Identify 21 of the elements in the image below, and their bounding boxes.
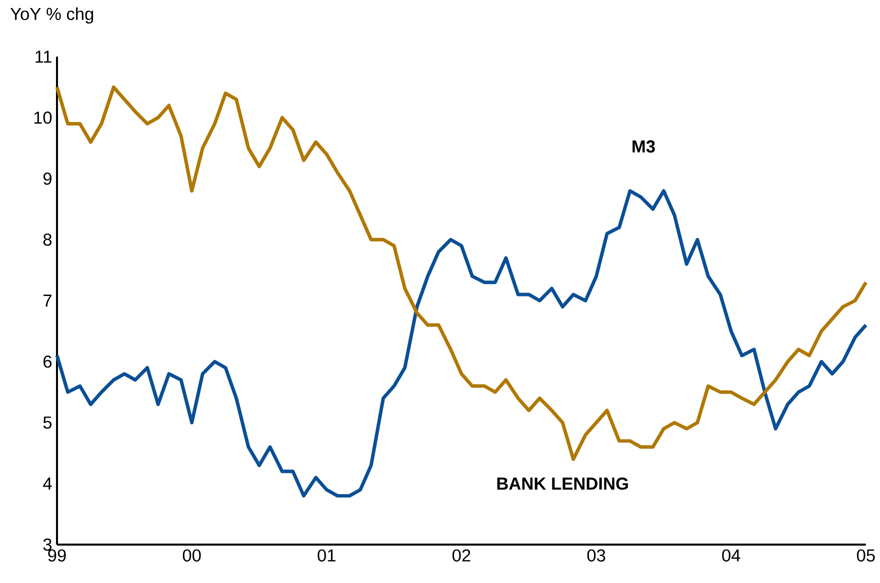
y-tick-label: 11 (36, 50, 52, 63)
y-tick-label: 10 (34, 112, 52, 124)
y-tick-label: 4 (43, 478, 52, 490)
x-tick-label: 00 (182, 550, 201, 562)
text: M3 (632, 140, 655, 153)
x-tick-label: 03 (587, 550, 606, 562)
x-tick-label: 02 (452, 550, 470, 562)
y-tick-label: 9 (43, 172, 52, 185)
y-axis-title: YoY % chg (10, 8, 94, 24)
x-tick-label: 05 (856, 550, 875, 562)
y-tick-label: 8 (43, 234, 52, 246)
x-tick-label: 01 (318, 550, 336, 562)
y-tick-label: 7 (44, 294, 52, 307)
x-tick-label: 04 (722, 550, 740, 562)
x-tick-label: 99 (48, 550, 66, 562)
y-tick-label: 3 (43, 538, 52, 551)
line-series (55, 189, 868, 498)
y-tick-label: 6 (44, 356, 52, 368)
y-tick-label: 5 (43, 416, 52, 429)
series-label: BANK LENDING (497, 478, 628, 490)
line-series (55, 86, 868, 462)
